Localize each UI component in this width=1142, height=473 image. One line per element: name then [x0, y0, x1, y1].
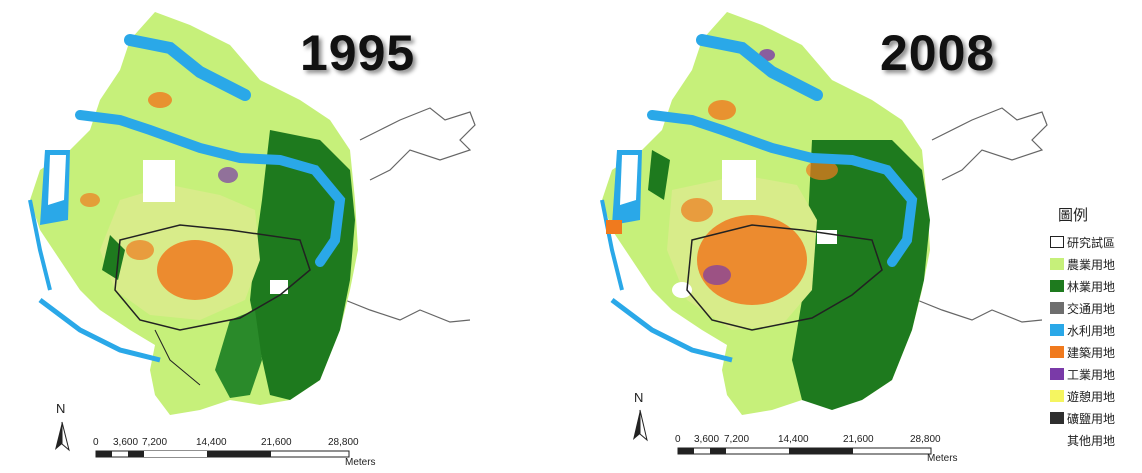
land-use-map-2008	[600, 12, 1048, 455]
scale-bar	[95, 450, 350, 458]
legend-label: 農業用地	[1067, 257, 1116, 272]
scale-tick-label: 14,400	[196, 437, 227, 448]
legend-swatch	[1050, 346, 1064, 358]
legend-swatch	[1050, 324, 1064, 336]
legend-item: 其他用地	[1050, 429, 1140, 451]
legend-item: 研究試區	[1050, 231, 1140, 253]
legend-label: 工業用地	[1067, 367, 1116, 382]
legend-swatch	[1050, 390, 1064, 402]
legend-label: 遊憩用地	[1067, 389, 1116, 404]
legend-item: 建築用地	[1050, 341, 1140, 363]
legend-swatch	[1050, 258, 1064, 270]
map-year-label: 2008	[880, 25, 996, 81]
scale-tick-label: 0	[93, 437, 99, 448]
north-arrow	[633, 409, 648, 442]
scale-unit-label: Meters	[345, 457, 376, 468]
legend-item: 水利用地	[1050, 319, 1140, 341]
scale-tick-label: 28,800	[910, 434, 941, 445]
scale-tick-label: 7,200	[142, 437, 168, 448]
scale-tick-label: 7,200	[724, 434, 750, 445]
legend-label: 水利用地	[1067, 323, 1116, 338]
scale-tick-label: 28,800	[328, 437, 359, 448]
legend-swatch	[1050, 368, 1064, 380]
legend-title: 圖例	[1058, 206, 1089, 224]
legend-swatch	[1050, 434, 1064, 446]
scale-tick-label: 3,600	[694, 434, 720, 445]
legend-item: 交通用地	[1050, 297, 1140, 319]
legend-item: 農業用地	[1050, 253, 1140, 275]
legend-label: 建築用地	[1067, 345, 1116, 360]
map-panel-1995: 1995 N 0 3,600 7,200 14,400 21,600 28,80…	[0, 0, 570, 473]
legend-label: 其他用地	[1067, 433, 1116, 448]
scale-tick-label: 3,600	[113, 437, 139, 448]
map-panel-2008: 2008 N 0 3,600 7,200 14,400 21,600 28,80…	[572, 0, 1142, 473]
forest-area	[250, 130, 355, 400]
scale-bar	[677, 447, 932, 455]
legend-item: 林業用地	[1050, 275, 1140, 297]
legend-label: 礦鹽用地	[1067, 411, 1116, 426]
scale-unit-label: Meters	[927, 453, 958, 464]
legend-items: 研究試區農業用地林業用地交通用地水利用地建築用地工業用地遊憩用地礦鹽用地其他用地	[1050, 231, 1140, 451]
legend-item: 礦鹽用地	[1050, 407, 1140, 429]
forest-area	[792, 140, 930, 410]
legend-item: 遊憩用地	[1050, 385, 1140, 407]
north-label: N	[56, 401, 66, 416]
land-use-map-1995	[28, 12, 476, 458]
legend-swatch	[1050, 280, 1064, 292]
map-legend: 圖例 研究試區農業用地林業用地交通用地水利用地建築用地工業用地遊憩用地礦鹽用地其…	[1050, 204, 1140, 451]
legend-item: 工業用地	[1050, 363, 1140, 385]
legend-label: 研究試區	[1067, 235, 1116, 250]
legend-swatch	[1050, 236, 1064, 248]
legend-swatch	[1050, 412, 1064, 424]
map-year-label: 1995	[300, 25, 416, 81]
north-arrow	[55, 421, 70, 452]
scale-tick-label: 14,400	[778, 434, 809, 445]
legend-swatch	[1050, 302, 1064, 314]
north-label: N	[634, 390, 644, 405]
scale-tick-label: 0	[675, 434, 681, 445]
scale-tick-label: 21,600	[843, 434, 874, 445]
legend-label: 林業用地	[1067, 279, 1116, 294]
scale-tick-label: 21,600	[261, 437, 292, 448]
legend-label: 交通用地	[1067, 301, 1116, 316]
